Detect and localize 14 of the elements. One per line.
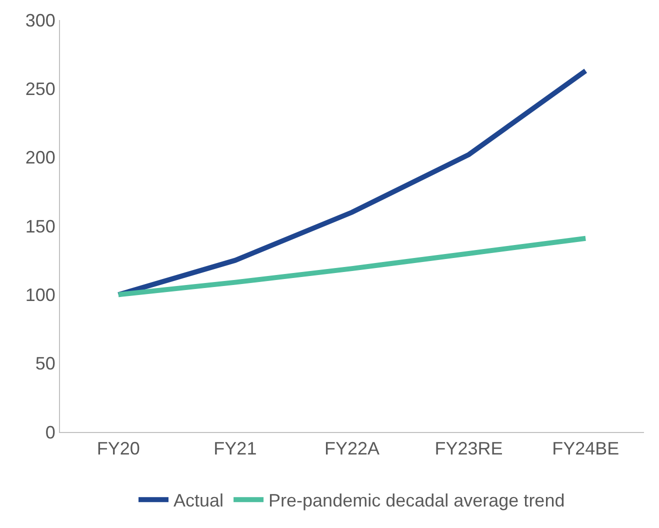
y-tick-label: 50 bbox=[35, 354, 56, 374]
x-tick-label: FY24BE bbox=[552, 438, 620, 459]
y-tick-label: 150 bbox=[25, 216, 56, 236]
x-tick-label: FY22A bbox=[324, 438, 380, 459]
x-tick-label: FY20 bbox=[96, 438, 140, 459]
y-tick-label: 200 bbox=[25, 148, 56, 168]
legend-label: Pre-pandemic decadal average trend bbox=[268, 490, 565, 511]
y-tick-label: 100 bbox=[25, 284, 56, 305]
y-tick-label: 0 bbox=[45, 422, 56, 442]
y-tick-label: 300 bbox=[25, 10, 56, 30]
x-tick-label: FY23RE bbox=[434, 438, 503, 459]
y-tick-label: 250 bbox=[25, 78, 56, 99]
legend-label: Actual bbox=[174, 490, 224, 511]
x-tick-label: FY21 bbox=[214, 438, 257, 459]
